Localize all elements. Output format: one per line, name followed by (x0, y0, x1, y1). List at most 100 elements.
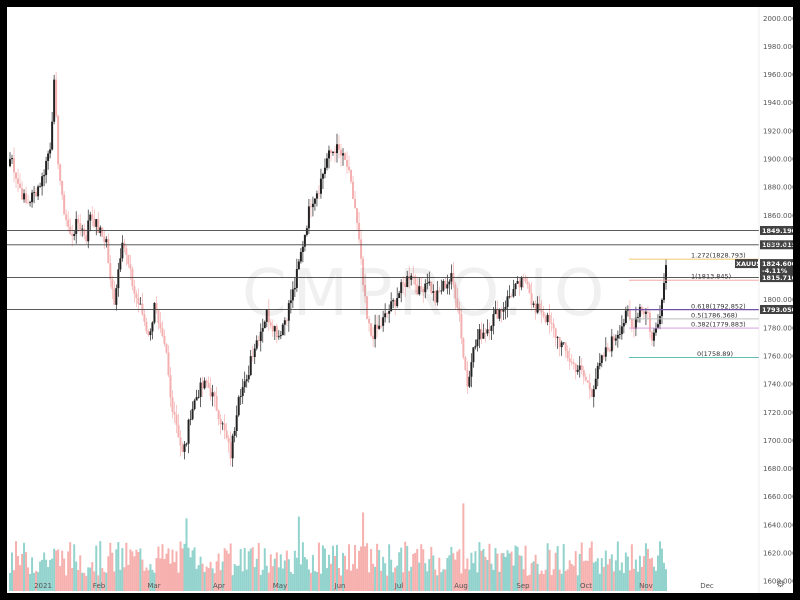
candle-body (486, 329, 489, 334)
candle-body (285, 320, 288, 322)
volume-bar (434, 569, 437, 591)
x-tick-label: 2021 (34, 582, 52, 590)
volume-bar (438, 557, 441, 591)
candle-body (472, 347, 475, 363)
candles (9, 71, 667, 467)
volume-bar (524, 545, 527, 591)
volume-bar (235, 565, 238, 591)
candle-body (542, 312, 545, 317)
last-price-tag (760, 259, 793, 276)
volume-bar (552, 569, 555, 591)
volume-bar (237, 565, 240, 591)
candle-body (331, 151, 334, 153)
volume-bar (171, 549, 174, 591)
volume-bar (440, 572, 443, 591)
candle-body (91, 214, 94, 219)
candle-body (239, 396, 242, 398)
volume-bar (398, 552, 401, 591)
volume-bar (368, 572, 371, 591)
volume-bar (179, 541, 182, 591)
volume-bar (13, 570, 16, 591)
candle-body (11, 158, 14, 160)
candle-body (313, 198, 316, 204)
candle-body (380, 325, 383, 327)
candle-body (295, 269, 298, 288)
candle-body (109, 263, 112, 280)
candle-body (386, 313, 389, 315)
candle-body (592, 389, 595, 397)
candle-body (580, 365, 583, 371)
volume-bar (390, 559, 393, 591)
candle-body (139, 303, 142, 305)
candle-body (544, 316, 547, 323)
volume-bar (602, 566, 605, 591)
candle-body (57, 115, 60, 165)
volume-bar (584, 560, 587, 591)
candle-body (518, 281, 521, 288)
candle-body (155, 302, 158, 311)
volume-bar (642, 556, 645, 591)
candle-body (540, 309, 543, 313)
candle-body (243, 381, 246, 388)
price-axis[interactable]: 1600.000 1620.000 1640.000 1660.000 1680.000… (758, 7, 793, 593)
level-tag (760, 225, 793, 235)
volume-bar (19, 565, 22, 591)
volume-bar (203, 571, 206, 591)
candle-body (548, 314, 551, 323)
volume-bar (504, 556, 507, 591)
volume-bar (444, 569, 447, 591)
volume-bar (494, 548, 497, 591)
volume-bar (185, 518, 188, 591)
volume-bar (333, 555, 336, 591)
volume-bar (556, 546, 559, 591)
volume-bar (402, 572, 405, 591)
gear-icon[interactable]: ⚙ (776, 579, 785, 590)
volume-bar (81, 572, 84, 591)
y-tick-label: 1700.000 (763, 437, 793, 445)
horizontal-levels[interactable]: 1849.190 1839.019 1815.710 1793.050 (7, 225, 793, 314)
candle-body (253, 348, 256, 358)
candle-body (524, 277, 527, 282)
candle-body (534, 303, 537, 313)
volume-bar (558, 569, 561, 591)
volume-bar (588, 547, 591, 591)
volume-bar (213, 573, 216, 591)
time-axis[interactable]: 2021 Feb Mar Apr May Jun Jul Aug Sep Oct Nov Dec (34, 582, 714, 590)
candle-body (458, 307, 461, 314)
candle-body (319, 178, 322, 194)
candle-body (510, 296, 513, 298)
volume-bar (620, 562, 623, 591)
volume-bar (654, 570, 657, 591)
candle-body (654, 327, 657, 333)
y-tick-label: 1880.000 (763, 184, 793, 192)
candle-body (267, 309, 270, 323)
fibonacci-retracement[interactable]: 1.272(1828.793) 1(1813.845) 0.618(1792.852… (629, 252, 759, 358)
candle-body (123, 242, 126, 249)
candle-body (558, 337, 561, 348)
volume-bar (313, 571, 316, 591)
volume-bar (39, 561, 42, 591)
candle-body (161, 328, 164, 336)
volume-bar (291, 573, 294, 591)
candle-body (608, 349, 611, 352)
candle-body (179, 437, 182, 446)
candle-body (261, 328, 264, 332)
volume-bar (99, 541, 102, 591)
volume-pane (9, 503, 667, 591)
volume-bar (195, 568, 198, 591)
candle-body (111, 279, 114, 290)
volume-bar (331, 545, 334, 591)
volume-bar (227, 553, 230, 591)
candle-body (372, 335, 375, 340)
candle-body (81, 228, 84, 230)
volume-bar (49, 559, 52, 591)
candle-body (257, 340, 260, 342)
candle-body (75, 218, 78, 234)
volume-bar (285, 550, 288, 591)
volume-bar (295, 557, 298, 591)
volume-bar (257, 542, 260, 591)
price-chart[interactable]: 1849.190 1839.019 1815.710 1793.050 1.272(1… (7, 7, 793, 593)
volume-bar (77, 570, 80, 591)
candle-body (638, 306, 641, 317)
